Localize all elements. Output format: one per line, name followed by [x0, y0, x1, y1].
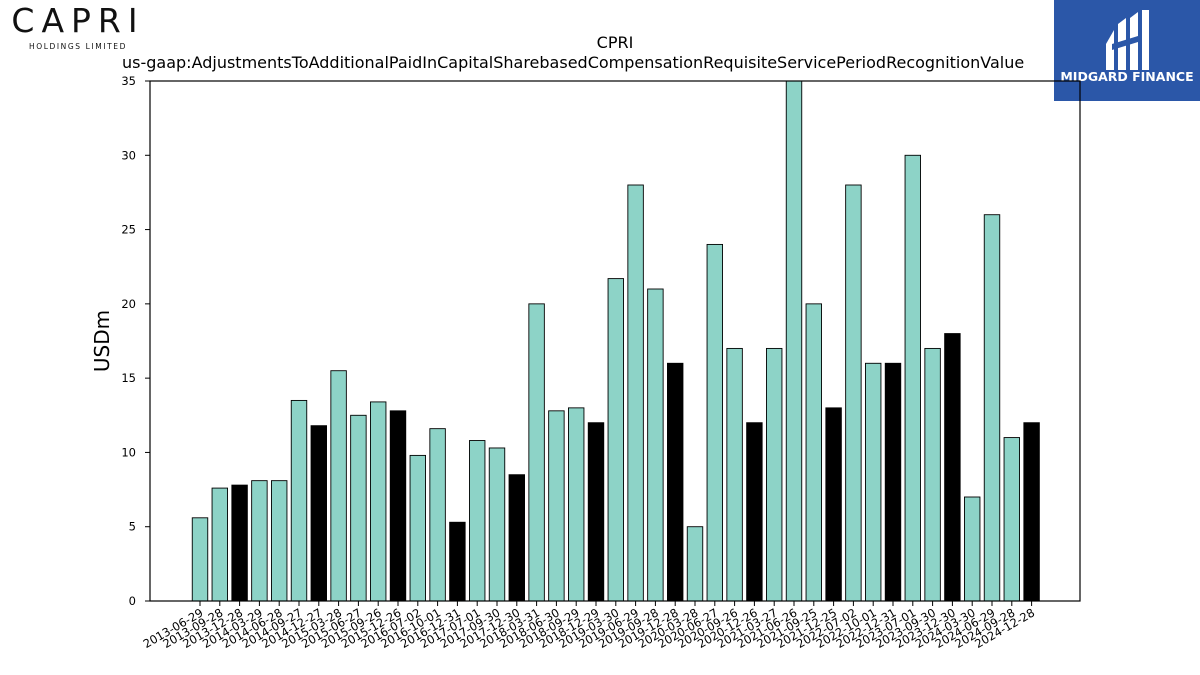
bar-2018-09-29 — [568, 407, 585, 602]
y-tick-label: 15 — [121, 371, 136, 385]
midgard-finance-logo: MIDGARD FINANCE — [1054, 0, 1200, 101]
bar-2024-12-28 — [1023, 422, 1040, 602]
y-axis: 0 5 10 15 20 25 30 35 — [121, 74, 150, 608]
chart-title: CPRI — [597, 33, 634, 52]
bar-2017-07-01 — [469, 440, 486, 602]
bar-series — [191, 80, 1040, 602]
y-tick-label: 30 — [121, 148, 136, 162]
bar-2023-12-30 — [944, 333, 961, 602]
y-tick-label: 25 — [121, 223, 136, 237]
capri-logo-wordmark: CAPRI — [11, 1, 145, 40]
bar-2020-06-27 — [706, 243, 723, 602]
bar-2014-03-29 — [251, 480, 268, 602]
y-tick-label: 5 — [129, 520, 136, 534]
bar-2019-06-29 — [627, 184, 644, 602]
bar-2024-09-28 — [1003, 437, 1020, 602]
bar-2015-09-26 — [370, 401, 387, 602]
bar-2013-06-29 — [191, 517, 209, 602]
bar-2018-12-29 — [587, 422, 605, 602]
x-axis: 2013-06-292013-09-282013-12-282014-03-29… — [141, 601, 1037, 651]
y-tick-label: 0 — [129, 594, 136, 608]
bar-2024-03-30 — [964, 496, 981, 602]
bar-2021-09-25 — [805, 303, 822, 602]
bar-2019-03-30 — [607, 278, 624, 602]
midgard-emblem-icon — [1106, 10, 1149, 70]
bar-2014-06-28 — [271, 480, 288, 602]
midgard-logo-text: MIDGARD FINANCE — [1060, 69, 1194, 84]
bar-2021-03-27 — [766, 347, 783, 602]
bar-2017-12-30 — [508, 474, 525, 602]
bar-2020-03-28 — [686, 526, 704, 602]
plot-frame — [149, 80, 1081, 602]
bar-2021-12-25 — [825, 407, 842, 602]
bar-2016-07-02 — [409, 454, 426, 602]
bar-2014-12-27 — [310, 425, 327, 602]
bar-2019-09-28 — [647, 288, 664, 602]
bar-2023-07-01 — [904, 154, 921, 602]
y-axis-label: USDm — [90, 310, 114, 372]
bar-2015-12-26 — [389, 410, 407, 602]
chart-subtitle: us-gaap:AdjustmentsToAdditionalPaidInCap… — [122, 53, 1024, 72]
bar-2020-09-26 — [726, 347, 743, 602]
bar-2018-06-30 — [548, 410, 565, 602]
bar-2021-06-26 — [785, 80, 803, 602]
bar-2024-06-29 — [983, 214, 1001, 602]
bar-2022-07-02 — [845, 184, 862, 602]
bar-2019-12-28 — [667, 362, 684, 602]
bar-2018-03-31 — [528, 303, 545, 602]
y-tick-label: 35 — [121, 74, 136, 88]
capri-holdings-logo: CAPRI HOLDINGS LIMITED — [4, 2, 152, 52]
bar-2015-03-28 — [330, 370, 347, 602]
bar-2013-09-28 — [211, 487, 229, 602]
bar-2014-09-27 — [290, 399, 308, 602]
bar-2013-12-28 — [231, 484, 248, 602]
y-tick-label: 10 — [121, 445, 136, 459]
bar-2020-12-26 — [746, 422, 763, 602]
y-tick-label: 20 — [121, 297, 136, 311]
bar-2017-09-30 — [488, 447, 506, 602]
bar-2022-12-31 — [884, 362, 902, 602]
bar-2022-10-01 — [865, 362, 882, 602]
bar-2015-06-27 — [350, 414, 367, 602]
capri-logo-subtitle: HOLDINGS LIMITED — [28, 42, 128, 51]
bar-2016-12-31 — [449, 521, 466, 602]
bar-2023-09-30 — [924, 347, 941, 602]
bar-2016-10-01 — [429, 428, 446, 602]
